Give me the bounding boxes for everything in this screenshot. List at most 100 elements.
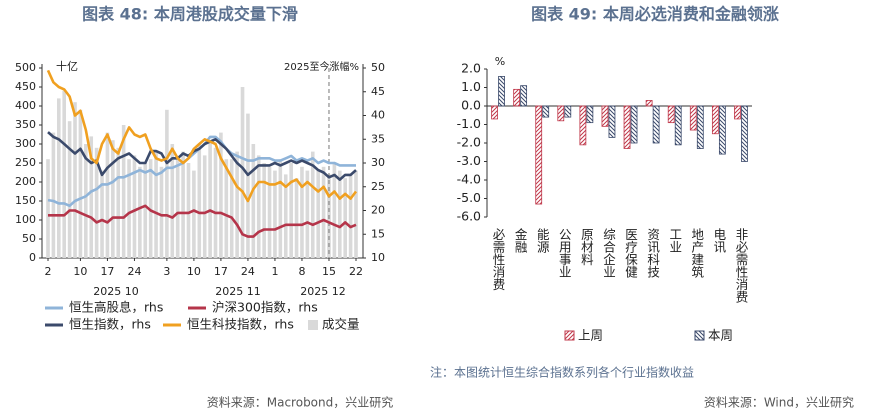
volume-bar bbox=[181, 151, 185, 258]
x-tick-label: 22 bbox=[349, 265, 363, 278]
volume-bar bbox=[73, 102, 77, 258]
bar bbox=[696, 105, 704, 149]
bar bbox=[557, 105, 565, 122]
y-tick-label: -5.0 bbox=[457, 190, 481, 205]
y-tick-label: 400 bbox=[15, 99, 36, 112]
volume-bar bbox=[202, 155, 207, 258]
x-tick-label: 8 bbox=[298, 265, 305, 278]
volume-bar bbox=[267, 166, 272, 258]
legend-label: 本周 bbox=[708, 328, 733, 343]
volume-bar bbox=[343, 178, 347, 258]
y-tick-label: -2.0 bbox=[457, 135, 481, 150]
volume-bar bbox=[154, 151, 158, 258]
volume-bar bbox=[105, 132, 110, 258]
volume-bar bbox=[175, 159, 180, 258]
x-tick-label: 10 bbox=[73, 265, 87, 278]
volume-bar bbox=[235, 151, 239, 258]
source: 资料来源：Macrobond，兴业研究 bbox=[207, 395, 394, 410]
volume-bar bbox=[256, 155, 261, 258]
month-label: 2025 10 bbox=[93, 285, 139, 298]
volume-bar bbox=[278, 159, 283, 258]
volume-bar bbox=[289, 163, 293, 258]
volume-bar bbox=[84, 144, 88, 258]
series-line bbox=[47, 131, 357, 181]
volume-bar bbox=[305, 170, 310, 258]
y2-tick-label: 10 bbox=[371, 251, 385, 264]
y2-tick-label: 30 bbox=[371, 156, 385, 169]
bar bbox=[689, 105, 697, 131]
legend-label: 恒生指数，rhs bbox=[69, 317, 151, 332]
x-tick-label: 2 bbox=[45, 265, 52, 278]
volume-bar bbox=[348, 174, 353, 258]
y2-tick-label: 25 bbox=[371, 180, 385, 193]
month-label: 2025 11 bbox=[215, 285, 261, 298]
volume-bar bbox=[337, 170, 342, 258]
y-unit: % bbox=[495, 55, 505, 68]
x-tick-label: 非必需性消费 bbox=[733, 228, 748, 303]
x-tick-label: 17 bbox=[100, 265, 114, 278]
bar bbox=[667, 105, 675, 124]
y-tick-label: 150 bbox=[15, 194, 36, 207]
chart-title: 图表 49: 本周必选消费和金融领涨 bbox=[531, 5, 779, 24]
volume-bar bbox=[300, 166, 304, 258]
volume-bar bbox=[224, 159, 229, 258]
x-tick-label: 3 bbox=[163, 265, 170, 278]
month-label: 2025 12 bbox=[300, 285, 346, 298]
volume-bar bbox=[121, 125, 126, 258]
y2-tick-label: 45 bbox=[371, 85, 385, 98]
y-tick-label: 1.0 bbox=[461, 79, 481, 94]
volume-bar bbox=[127, 159, 131, 258]
volume-bar bbox=[46, 159, 50, 258]
x-tick-label: 1 bbox=[271, 265, 278, 278]
bar bbox=[623, 105, 631, 149]
volume-bar bbox=[57, 98, 61, 259]
y-tick-label: -3.0 bbox=[457, 153, 481, 168]
x-tick-label: 资讯科技 bbox=[645, 228, 660, 278]
legend-label: 恒生科技指数，rhs bbox=[187, 317, 294, 332]
volume-bar bbox=[251, 144, 256, 258]
volume-bar bbox=[310, 151, 315, 258]
volume-bar bbox=[283, 174, 288, 258]
x-tick-label: 原材料 bbox=[579, 228, 594, 266]
volume-bar bbox=[67, 121, 72, 258]
volume-bar bbox=[332, 163, 337, 258]
y-tick-label: 50 bbox=[22, 232, 36, 245]
legend-swatch bbox=[308, 320, 318, 330]
x-tick-label: 医疗保健 bbox=[623, 228, 638, 278]
x-tick-label: 10 bbox=[187, 265, 201, 278]
bar bbox=[498, 76, 505, 107]
y-unit: 十亿 bbox=[56, 59, 78, 73]
x-tick-label: 能源 bbox=[535, 228, 550, 254]
y2-tick-label: 50 bbox=[371, 61, 385, 74]
legend-swatch bbox=[694, 330, 705, 341]
bar bbox=[741, 105, 748, 162]
y-tick-label: 500 bbox=[15, 61, 36, 74]
bar bbox=[491, 105, 498, 120]
bar bbox=[535, 105, 543, 205]
chart-title: 图表 48: 本周港股成交量下滑 bbox=[82, 5, 298, 24]
volume-bar bbox=[273, 170, 277, 258]
y-tick-label: 300 bbox=[15, 137, 36, 150]
bar bbox=[711, 105, 719, 135]
bar bbox=[645, 100, 653, 107]
volume-bar bbox=[159, 166, 164, 258]
volume-bar bbox=[170, 144, 175, 258]
volume-bar bbox=[262, 163, 266, 258]
y-tick-label: 100 bbox=[15, 213, 36, 226]
x-tick-label: 电讯 bbox=[711, 228, 726, 254]
volume-bar bbox=[51, 132, 56, 258]
volume-bar bbox=[208, 140, 212, 258]
y-tick-label: -1.0 bbox=[457, 116, 481, 131]
y2-tick-label: 35 bbox=[371, 132, 385, 145]
x-tick-label: 公用事业 bbox=[557, 228, 572, 278]
x-tick-label: 工业 bbox=[667, 228, 682, 253]
bar bbox=[586, 105, 594, 124]
bar bbox=[630, 105, 638, 144]
volume-bar bbox=[78, 109, 83, 258]
bar bbox=[513, 88, 521, 107]
volume-bar bbox=[116, 147, 121, 258]
volume-bar bbox=[229, 159, 234, 258]
legend-label: 上周 bbox=[578, 328, 603, 343]
volume-bar bbox=[143, 163, 148, 258]
x-tick-label: 24 bbox=[241, 265, 255, 278]
